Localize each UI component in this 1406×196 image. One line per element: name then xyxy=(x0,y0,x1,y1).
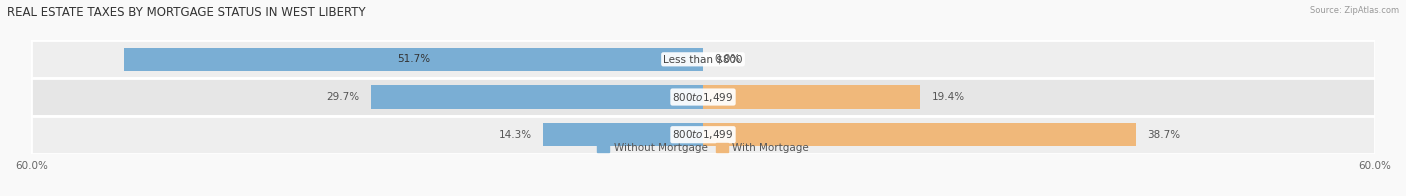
Text: 19.4%: 19.4% xyxy=(931,92,965,102)
Text: 0.0%: 0.0% xyxy=(714,54,741,64)
Text: Source: ZipAtlas.com: Source: ZipAtlas.com xyxy=(1310,6,1399,15)
Bar xyxy=(124,48,703,71)
Text: 14.3%: 14.3% xyxy=(499,130,531,140)
Bar xyxy=(31,41,1375,78)
Text: 51.7%: 51.7% xyxy=(396,54,430,64)
Text: $800 to $1,499: $800 to $1,499 xyxy=(672,128,734,141)
Text: REAL ESTATE TAXES BY MORTGAGE STATUS IN WEST LIBERTY: REAL ESTATE TAXES BY MORTGAGE STATUS IN … xyxy=(7,6,366,19)
Text: $800 to $1,499: $800 to $1,499 xyxy=(672,91,734,103)
Bar xyxy=(703,123,1136,146)
Bar xyxy=(31,78,1375,116)
Bar xyxy=(543,123,703,146)
Bar xyxy=(703,85,920,109)
Text: 38.7%: 38.7% xyxy=(1147,130,1181,140)
Bar xyxy=(371,85,703,109)
Legend: Without Mortgage, With Mortgage: Without Mortgage, With Mortgage xyxy=(593,139,813,157)
Text: Less than $800: Less than $800 xyxy=(664,54,742,64)
Bar xyxy=(31,116,1375,153)
Text: 29.7%: 29.7% xyxy=(326,92,360,102)
